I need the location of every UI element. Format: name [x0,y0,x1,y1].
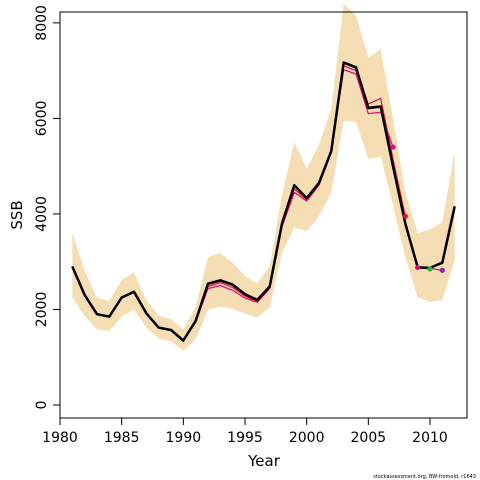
x-tick-label-1995: 1995 [227,430,263,446]
series-line-1 [71,61,456,342]
plot-frame [59,11,468,419]
confidence-band-layer [72,3,455,352]
endpoint-marker-2011 [439,267,445,273]
y-axis: 0 2000 4000 6000 8000 [34,5,60,409]
endpoint-marker-2007 [390,144,396,150]
endpoint-marker-2009 [415,264,421,271]
endpoint-markers-layer [390,144,445,273]
credit-text: stockassessment.org, BW-fromold, r1643 [373,474,476,480]
series-layer [71,61,456,342]
x-tick-label-2010: 2010 [412,430,448,446]
x-tick-label-2005: 2005 [351,430,387,446]
x-tick-label-1985: 1985 [104,430,140,446]
x-tick-label-2000: 2000 [289,430,325,446]
x-tick-label-1980: 1980 [42,430,78,446]
x-axis-label: Year [247,452,281,470]
x-tick-label-1990: 1990 [166,430,202,446]
endpoint-marker-2008 [402,213,408,219]
x-axis: 1980 1985 1990 1995 2000 2005 2010 [42,418,448,446]
y-axis-label: SSB [8,200,26,229]
y-tick-label-0: 0 [34,401,50,410]
y-tick-label-4000: 4000 [34,196,50,232]
y-tick-label-2000: 2000 [34,292,50,328]
confidence-band [72,3,455,352]
y-tick-label-6000: 6000 [34,101,50,137]
y-tick-label-8000: 8000 [34,5,50,41]
endpoint-marker-2010 [427,266,433,272]
